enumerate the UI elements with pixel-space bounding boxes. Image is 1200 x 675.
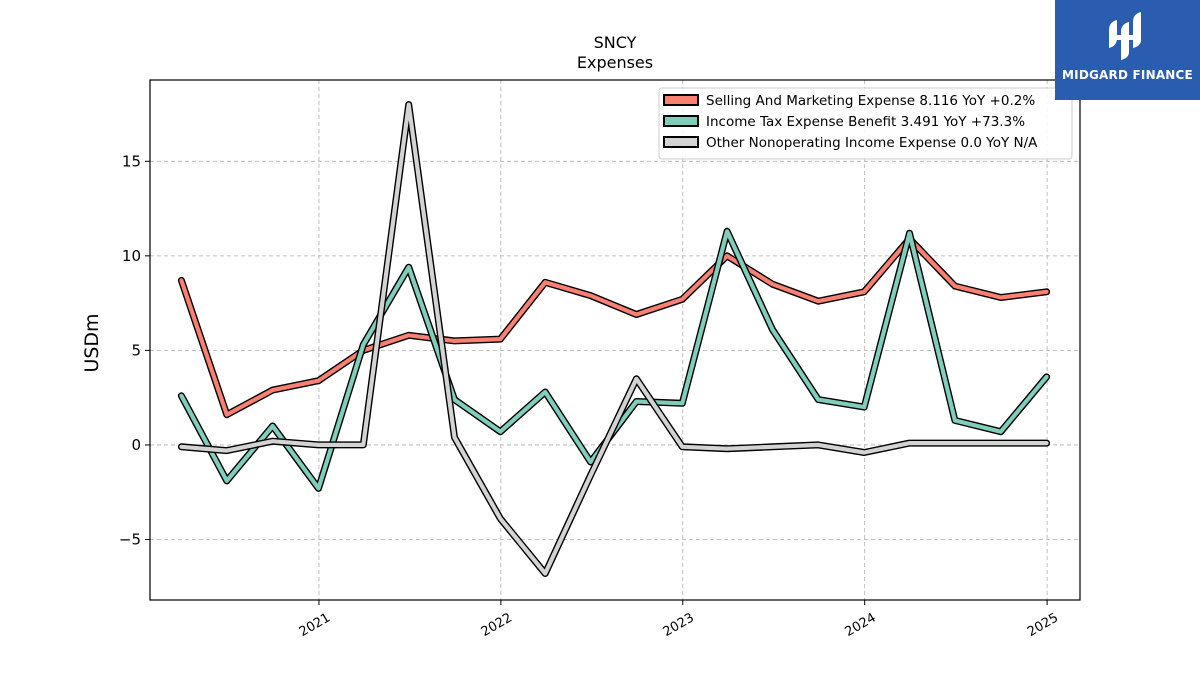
y-tick-label: 10	[122, 247, 141, 265]
legend: Selling And Marketing Expense 8.116 YoY …	[658, 87, 1073, 160]
x-tick-label: 2021	[297, 610, 333, 640]
y-axis-label: USDm	[81, 313, 103, 372]
midgard-finance-logo: MIDGARD FINANCE	[1055, 0, 1200, 100]
x-tick-label: 2023	[661, 610, 697, 640]
y-tick-label: 15	[122, 152, 141, 170]
legend-swatch	[663, 94, 699, 106]
chart-title: SNCY	[594, 33, 637, 52]
x-axis: 2021 2022 2023 2024 2025	[297, 600, 1061, 640]
y-tick-label: 5	[131, 341, 141, 359]
series-line	[179, 229, 1049, 491]
x-tick-label: 2025	[1025, 610, 1061, 640]
series-lines	[177, 101, 1051, 577]
series-2	[177, 101, 1051, 577]
series-line	[179, 102, 1049, 576]
series-0	[177, 235, 1051, 419]
legend-swatch	[663, 115, 699, 127]
legend-entry: Income Tax Expense Benefit 3.491 YoY +73…	[706, 114, 1025, 130]
logo-wordmark: MIDGARD FINANCE	[1062, 68, 1193, 82]
y-axis: −5 0 5 10 15	[119, 152, 150, 548]
midgard-logo-icon	[1109, 12, 1141, 60]
legend-entry: Other Nonoperating Income Expense 0.0 Yo…	[706, 135, 1038, 151]
chart-subtitle: Expenses	[577, 53, 653, 72]
legend-entry: Selling And Marketing Expense 8.116 YoY …	[706, 93, 1035, 109]
y-tick-label: −5	[119, 530, 141, 548]
series-line	[179, 236, 1049, 417]
y-tick-label: 0	[131, 436, 141, 454]
x-tick-label: 2022	[479, 610, 515, 640]
series-line-outline	[177, 101, 1051, 577]
plot-frame	[149, 79, 1081, 601]
series-1	[177, 227, 1051, 492]
legend-box	[658, 87, 1073, 160]
legend-swatch	[663, 136, 699, 148]
x-tick-label: 2024	[843, 610, 879, 640]
